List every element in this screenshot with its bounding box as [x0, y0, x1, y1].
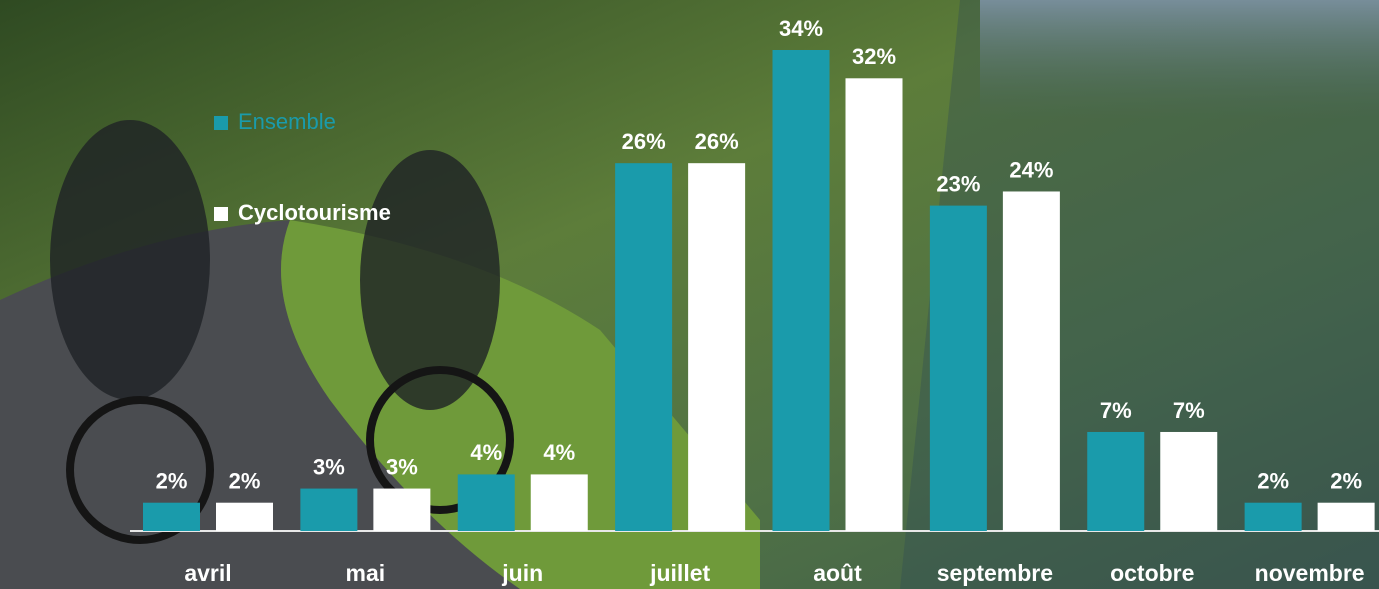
bar: [143, 503, 200, 531]
value-label: 32%: [852, 44, 896, 69]
legend-swatch: [214, 116, 228, 130]
value-label: 4%: [470, 440, 502, 465]
value-label: 4%: [543, 440, 575, 465]
x-tick-label: novembre: [1255, 560, 1365, 586]
bar: [300, 489, 357, 531]
x-tick-label: juin: [501, 560, 543, 586]
x-tick-label: août: [813, 560, 862, 586]
x-tick-label: septembre: [937, 560, 1053, 586]
value-label: 2%: [1330, 469, 1362, 494]
legend-swatch: [214, 207, 228, 221]
bar: [615, 163, 672, 531]
x-tick-label: octobre: [1110, 560, 1194, 586]
value-label: 7%: [1100, 398, 1132, 423]
value-label: 26%: [695, 129, 739, 154]
bar: [531, 474, 588, 531]
value-label: 24%: [1009, 157, 1053, 182]
x-tick-label: avril: [184, 560, 231, 586]
value-label: 3%: [313, 454, 345, 479]
value-label: 2%: [156, 469, 188, 494]
value-label: 23%: [936, 171, 980, 196]
bar: [1318, 503, 1375, 531]
value-label: 2%: [1257, 469, 1289, 494]
legend-label: Cyclotourisme: [238, 200, 391, 225]
bar: [773, 50, 830, 531]
bar: [458, 474, 515, 531]
x-tick-label: mai: [346, 560, 386, 586]
value-label: 7%: [1173, 398, 1205, 423]
bar: [1245, 503, 1302, 531]
chart: avril 2% 2% mai 3% 3% juin 4% 4% juillet 26% 26% aoû…: [0, 0, 1379, 589]
x-tick-label: juillet: [649, 560, 710, 586]
bar: [373, 489, 430, 531]
bar: [216, 503, 273, 531]
bar: [688, 163, 745, 531]
bar: [1087, 432, 1144, 531]
value-label: 26%: [622, 129, 666, 154]
bar: [930, 206, 987, 531]
bar: [846, 78, 903, 531]
value-label: 2%: [229, 469, 261, 494]
value-label: 3%: [386, 454, 418, 479]
bar: [1003, 191, 1060, 531]
bar: [1160, 432, 1217, 531]
value-label: 34%: [779, 16, 823, 41]
legend-label: Ensemble: [238, 109, 336, 134]
